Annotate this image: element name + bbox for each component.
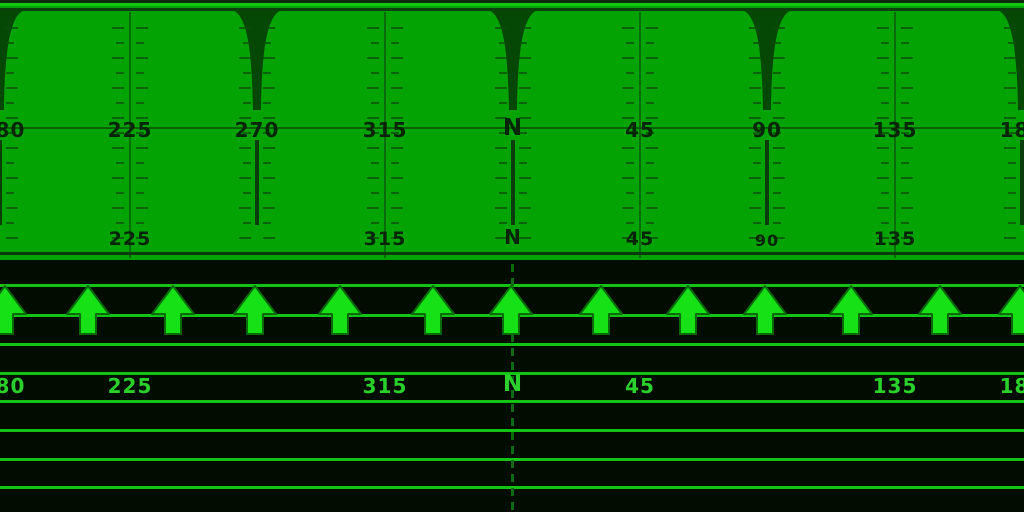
top-highlight bbox=[0, 3, 1024, 6]
sub-heading-label-135: 135 bbox=[873, 228, 917, 250]
center-marker-dash bbox=[511, 264, 514, 272]
heading-label-180-right: 180 bbox=[999, 118, 1024, 142]
sub-heading-label-315: 315 bbox=[363, 228, 407, 250]
compass-needle-1 bbox=[255, 140, 259, 225]
strip-label-225: 225 bbox=[107, 374, 153, 398]
compass-needle-0 bbox=[0, 140, 2, 225]
compass-notch-4 bbox=[997, 10, 1024, 110]
strip-line-5 bbox=[0, 429, 1024, 432]
up-arrow-icon bbox=[997, 284, 1024, 338]
heading-label-north: N bbox=[502, 115, 524, 141]
up-arrow-icon bbox=[578, 284, 624, 338]
up-arrow-icon bbox=[0, 284, 28, 338]
heading-label-270: 270 bbox=[234, 118, 280, 142]
center-marker-dash bbox=[511, 348, 514, 356]
compass-tape: 180 225 270 315 N 45 90 135 180 225 315 … bbox=[0, 0, 1024, 260]
center-marker-dash bbox=[511, 390, 514, 398]
up-arrow-icon bbox=[232, 284, 278, 338]
top-border bbox=[0, 0, 1024, 3]
strip-line-2 bbox=[0, 343, 1024, 346]
center-marker-dash bbox=[511, 502, 514, 510]
heading-label-180-left: 180 bbox=[0, 118, 26, 142]
center-marker-dash bbox=[511, 362, 514, 370]
center-marker-dash bbox=[511, 474, 514, 482]
up-arrow-icon bbox=[917, 284, 963, 338]
strip-label-135: 135 bbox=[872, 374, 918, 398]
heading-label-45: 45 bbox=[625, 118, 655, 142]
up-arrow-icon bbox=[828, 284, 874, 338]
center-marker-dash bbox=[511, 404, 514, 412]
center-marker-dash bbox=[511, 278, 514, 286]
compass-bottom-edge bbox=[0, 252, 1024, 255]
center-marker-dash bbox=[511, 418, 514, 426]
strip-label-north: N bbox=[502, 371, 524, 397]
compass-needle-4 bbox=[1020, 140, 1024, 225]
strip-label-180-right: 180 bbox=[999, 374, 1024, 398]
strip-line-3 bbox=[0, 372, 1024, 375]
compass-needle-2 bbox=[511, 140, 515, 225]
heading-label-315: 315 bbox=[362, 118, 408, 142]
top-inner-line bbox=[0, 8, 1024, 11]
strip-label-315: 315 bbox=[362, 374, 408, 398]
center-marker-dash bbox=[511, 376, 514, 384]
strip-line-7 bbox=[0, 486, 1024, 489]
compass-needle-3 bbox=[765, 140, 769, 225]
center-marker-dash bbox=[511, 460, 514, 468]
strip-line-4 bbox=[0, 400, 1024, 403]
compass-notch-3 bbox=[742, 10, 792, 110]
up-arrow-icon bbox=[150, 284, 196, 338]
heading-indicator-strip: 180 225 315 N 45 135 180 bbox=[0, 260, 1024, 512]
compass-tape-graphics bbox=[0, 0, 1024, 260]
sub-heading-label-45: 45 bbox=[625, 228, 655, 250]
sub-heading-label-90: 90 bbox=[754, 231, 780, 250]
up-arrow-icon bbox=[410, 284, 456, 338]
up-arrow-icon bbox=[317, 284, 363, 338]
compass-notch-2 bbox=[488, 10, 538, 110]
heading-label-225: 225 bbox=[107, 118, 153, 142]
up-arrow-icon bbox=[488, 284, 534, 338]
center-marker-dash bbox=[511, 334, 514, 342]
sub-heading-label-north: N bbox=[504, 225, 522, 249]
sub-heading-label-225: 225 bbox=[108, 228, 152, 250]
up-arrow-icon bbox=[65, 284, 111, 338]
strip-label-45: 45 bbox=[625, 374, 655, 398]
center-marker-dash bbox=[511, 446, 514, 454]
heading-label-135: 135 bbox=[872, 118, 918, 142]
up-arrow-icon bbox=[665, 284, 711, 338]
strip-label-180-left: 180 bbox=[0, 374, 26, 398]
up-arrow-icon bbox=[742, 284, 788, 338]
strip-line-6 bbox=[0, 458, 1024, 461]
heading-label-90: 90 bbox=[752, 118, 782, 142]
compass-notch-1 bbox=[232, 10, 282, 110]
center-marker-dash bbox=[511, 432, 514, 440]
compass-notch-0 bbox=[0, 10, 25, 110]
center-marker-dash bbox=[511, 488, 514, 496]
